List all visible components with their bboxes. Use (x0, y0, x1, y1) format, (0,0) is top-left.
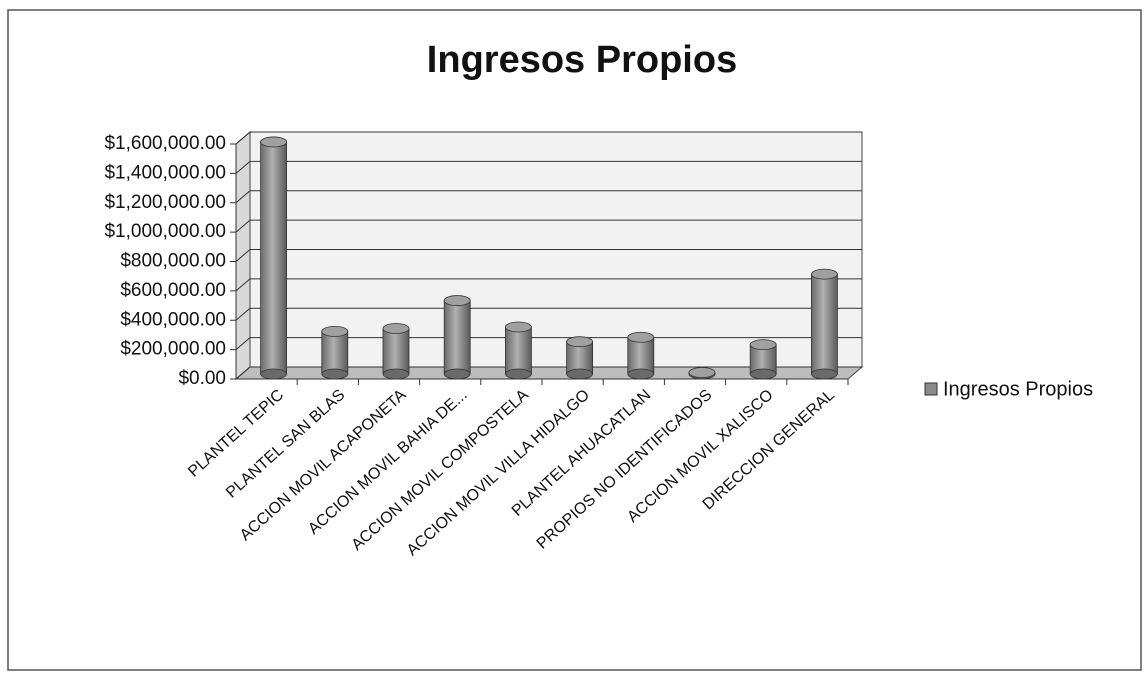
y-tick-label: $1,000,000.00 (104, 221, 226, 242)
grid-line (235, 190, 862, 204)
grid-line (235, 219, 862, 233)
bar (504, 321, 532, 380)
bar-body (627, 336, 655, 375)
bar-base (321, 368, 349, 380)
bar-top (749, 339, 777, 351)
y-tick-label: $200,000.00 (120, 339, 226, 360)
y-tick-label: $600,000.00 (120, 280, 226, 301)
y-tick-label: $400,000.00 (120, 309, 226, 330)
bar (811, 268, 838, 380)
bar-top (811, 268, 838, 280)
bar-top (321, 326, 349, 337)
bar (260, 136, 288, 380)
legend-swatch (924, 382, 938, 396)
bar-top (443, 295, 471, 306)
bar-top (260, 136, 288, 148)
bar-top (566, 336, 593, 348)
legend-label: Ingresos Propios (943, 378, 1093, 400)
grid-line (235, 131, 862, 145)
bar (382, 323, 410, 380)
bar (749, 339, 777, 380)
bar-body (321, 331, 349, 375)
bar-base (505, 368, 532, 380)
bar-base (566, 368, 593, 380)
bar-body (811, 273, 838, 375)
bar-base (260, 368, 288, 380)
bar (566, 336, 593, 380)
bar (688, 367, 716, 380)
y-tick-label: $800,000.00 (120, 251, 226, 272)
bar-top (627, 331, 655, 343)
bar-body (443, 300, 471, 375)
grid-line (235, 278, 862, 292)
y-tick-label: $1,200,000.00 (104, 192, 226, 213)
bar-base (443, 368, 471, 380)
bar-top (382, 323, 410, 334)
grid-line (235, 249, 862, 262)
bar-base (811, 368, 838, 380)
bar-base (749, 368, 777, 380)
bar-body (260, 141, 288, 375)
bar-body (382, 328, 410, 375)
bar-top (688, 367, 716, 378)
y-tick-label: $1,600,000.00 (104, 133, 226, 154)
grid-line (235, 337, 862, 351)
bar (321, 326, 349, 380)
chart-title: Ingresos Propios (427, 39, 737, 81)
bar-base (382, 368, 410, 380)
grid-line (235, 160, 862, 174)
bar (443, 295, 471, 380)
bar-body (504, 326, 532, 375)
y-tick-label: $1,400,000.00 (104, 162, 226, 183)
bar (627, 331, 655, 380)
bar-top (505, 321, 532, 333)
grid-line (235, 307, 862, 321)
y-tick-label: $0.00 (178, 368, 226, 389)
bar-base (627, 368, 655, 380)
grid-line (235, 366, 862, 380)
